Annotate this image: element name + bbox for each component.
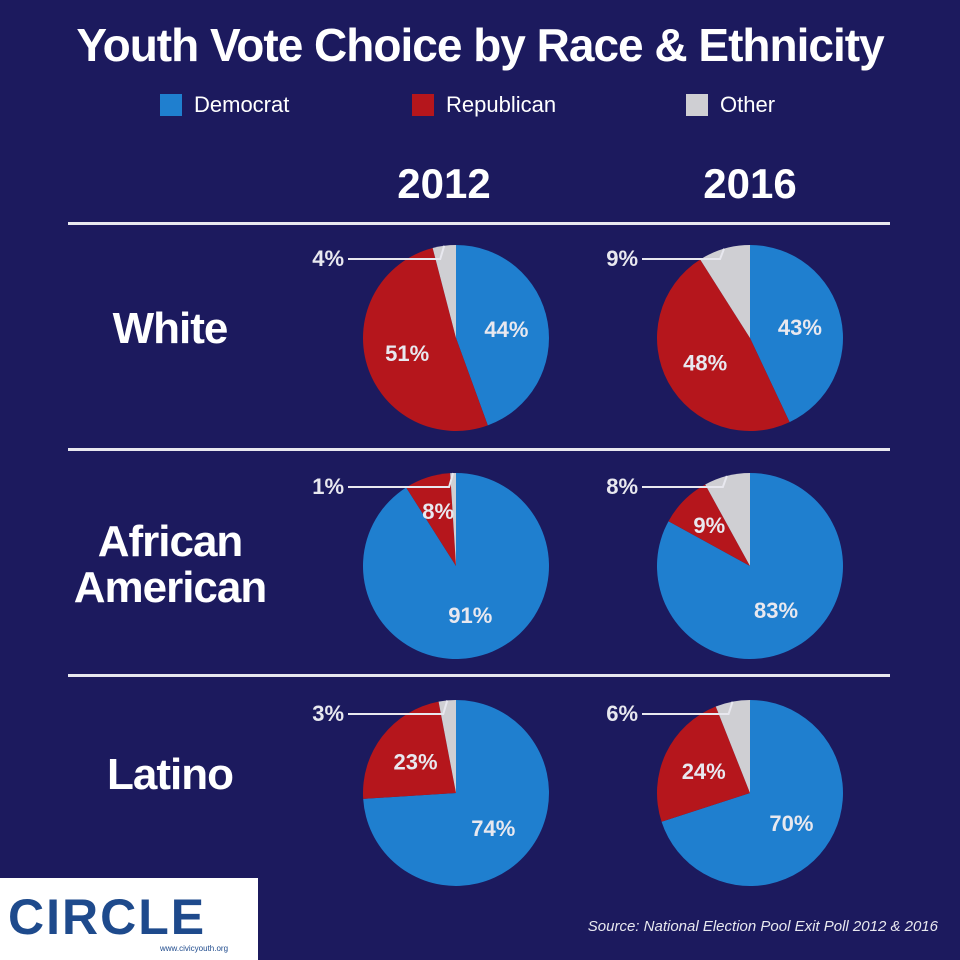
divider	[68, 222, 890, 225]
data-label-democrat: 74%	[471, 816, 515, 841]
leader-line-other	[348, 700, 449, 715]
pie-slice-republican	[657, 706, 750, 822]
data-label-republican: 24%	[682, 759, 726, 784]
data-label-republican: 23%	[394, 750, 438, 775]
pie-white-2012: 44% 51% 4%	[312, 245, 549, 431]
leader-line-other	[348, 472, 455, 488]
pie-slice-democrat	[363, 700, 550, 886]
legend: Democrat Republican Other	[0, 92, 960, 128]
leader-line-other	[642, 475, 728, 488]
data-label-republican: 48%	[683, 351, 727, 376]
row-label-african-american: African American	[73, 517, 268, 612]
chart-title: Youth Vote Choice by Race & Ethnicity	[76, 19, 884, 71]
legend-label-democrat: Democrat	[194, 92, 290, 117]
pie-slice-other	[450, 473, 456, 566]
divider	[68, 674, 890, 677]
pie-latino-2012: 74% 23% 3%	[312, 700, 550, 886]
logo-url: www.civicyouth.org	[160, 944, 229, 953]
legend-label-other: Other	[720, 92, 776, 117]
year-heading-2016: 2016	[703, 160, 797, 207]
data-label-democrat: 43%	[778, 315, 822, 340]
data-label-democrat: 83%	[754, 598, 798, 623]
data-label-other: 4%	[312, 246, 344, 271]
data-label-republican: 51%	[385, 341, 429, 366]
pie-african-american-2012: 91% 8% 1%	[312, 472, 550, 659]
pie-slice-republican	[668, 484, 750, 566]
data-label-other: 9%	[606, 246, 638, 271]
legend-label-republican: Republican	[446, 92, 557, 117]
divider	[68, 448, 890, 451]
pie-slice-democrat	[750, 245, 843, 423]
source-note: Source: National Election Pool Exit Poll…	[587, 918, 938, 935]
data-label-democrat: 91%	[448, 603, 492, 628]
pie-white-2016: 43% 48% 9%	[606, 245, 843, 432]
row-label-white: White	[112, 304, 229, 353]
pie-slice-republican	[363, 701, 456, 799]
leader-line-other	[642, 701, 734, 715]
pie-slice-other	[438, 700, 456, 793]
circle-logo: CIRCLE www.civicyouth.org	[0, 878, 258, 960]
pie-slice-republican	[656, 259, 790, 432]
leader-line-other	[642, 248, 725, 260]
data-label-other: 1%	[312, 474, 344, 499]
data-label-republican: 8%	[422, 499, 454, 524]
legend-swatch-other	[686, 94, 708, 116]
data-label-other: 8%	[606, 474, 638, 499]
pie-slice-democrat	[363, 473, 550, 659]
data-label-democrat: 44%	[484, 317, 528, 342]
data-label-other: 6%	[606, 701, 638, 726]
data-label-other: 3%	[312, 701, 344, 726]
pie-slice-republican	[406, 473, 456, 566]
pie-slice-other	[432, 245, 456, 338]
pie-slice-other	[705, 473, 750, 566]
leader-line-other	[348, 245, 446, 260]
data-label-republican: 9%	[693, 513, 725, 538]
legend-item-republican: Republican	[412, 92, 556, 118]
legend-item-other: Other	[686, 92, 775, 118]
year-heading-2012: 2012	[397, 160, 491, 207]
pie-slice-other	[700, 245, 750, 338]
pie-slice-other	[715, 700, 750, 793]
pie-african-american-2016: 83% 9% 8%	[606, 473, 843, 659]
pie-slice-republican	[363, 247, 488, 431]
pie-latino-2016: 70% 24% 6%	[606, 700, 843, 886]
legend-swatch-democrat	[160, 94, 182, 116]
legend-item-democrat: Democrat	[160, 92, 289, 118]
pie-slice-democrat	[456, 245, 549, 426]
row-label-latino: Latino	[107, 750, 234, 799]
pie-slice-democrat	[661, 700, 843, 886]
legend-swatch-republican	[412, 94, 434, 116]
logo-text: CIRCLE	[8, 889, 207, 945]
data-label-democrat: 70%	[769, 811, 813, 836]
